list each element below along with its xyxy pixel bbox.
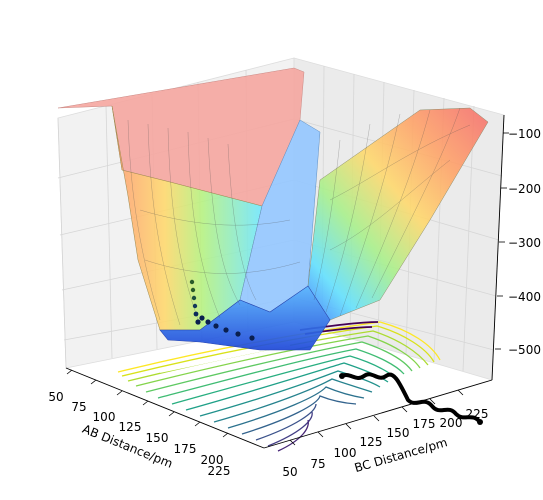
x-tick-label: 75 <box>71 400 86 414</box>
trajectory-point <box>189 279 195 285</box>
trajectory-point <box>249 335 255 341</box>
y-tick-label: 100 <box>334 446 357 460</box>
potential-surface <box>57 67 489 351</box>
x-tick-label: 225 <box>208 464 231 478</box>
trajectory <box>189 279 483 425</box>
z-tick-label: −400 <box>508 290 541 304</box>
z-tick-label: −200 <box>508 182 541 196</box>
trajectory-point <box>477 419 483 425</box>
trajectory-point <box>223 327 229 333</box>
trajectory-point <box>213 323 219 329</box>
axis-lines <box>65 114 505 449</box>
trajectory-point <box>339 373 345 379</box>
x-axis-ticks: 50 75 100 125 150 175 200 225 <box>48 390 230 478</box>
y-tick-label: 150 <box>387 426 410 440</box>
tick-marks <box>66 132 509 446</box>
trajectory-point <box>191 295 197 301</box>
trajectory-point <box>195 319 201 325</box>
trajectory-projection <box>340 372 482 424</box>
x-tick-label: 125 <box>119 420 142 434</box>
z-tick-label: −500 <box>508 343 541 357</box>
contour-lines <box>117 321 441 452</box>
z-tick-label: −100 <box>508 127 541 141</box>
x-tick-label: 175 <box>174 442 197 456</box>
x-tick-label: 100 <box>93 410 116 424</box>
y-axis-ticks: 50 75 100 125 150 175 200 225 <box>282 407 488 479</box>
trajectory-point <box>205 319 211 325</box>
y-tick-label: 50 <box>282 465 297 479</box>
trajectory-point <box>193 311 199 317</box>
trajectory-point <box>190 287 196 293</box>
surface-valley <box>159 285 331 351</box>
trajectory-point <box>192 303 198 309</box>
y-tick-label: 175 <box>413 417 436 431</box>
x-tick-label: 50 <box>48 390 63 404</box>
trajectory-point <box>199 315 205 321</box>
z-tick-label: −300 <box>508 236 541 250</box>
y-tick-label: 75 <box>310 457 325 471</box>
y-tick-label: 225 <box>466 407 489 421</box>
z-axis-ticks: −500 −400 −300 −200 −100 <box>508 127 541 357</box>
trajectory-point <box>235 331 241 337</box>
y-tick-label: 125 <box>360 435 383 449</box>
y-tick-label: 200 <box>440 416 463 430</box>
x-tick-label: 150 <box>146 431 169 445</box>
x-tick-label: 200 <box>201 453 224 467</box>
